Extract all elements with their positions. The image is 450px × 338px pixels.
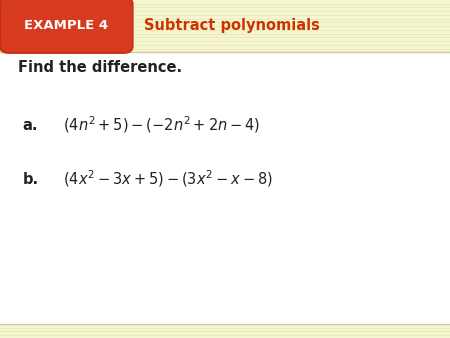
Text: $(4n^2 + 5) - (-2n^2 + 2n - 4)$: $(4n^2 + 5) - (-2n^2 + 2n - 4)$ [63,115,260,136]
FancyBboxPatch shape [0,0,133,53]
Bar [0,324,450,338]
Text: EXAMPLE 4: EXAMPLE 4 [24,19,108,32]
Text: $(4x^2 - 3x + 5) - (3x^2 - x - 8)$: $(4x^2 - 3x + 5) - (3x^2 - x - 8)$ [63,169,273,190]
Text: Find the difference.: Find the difference. [18,60,182,75]
Bar [0,0,450,52]
Text: a.: a. [22,118,38,132]
Text: b.: b. [22,172,39,187]
Text: Subtract polynomials: Subtract polynomials [144,18,320,33]
